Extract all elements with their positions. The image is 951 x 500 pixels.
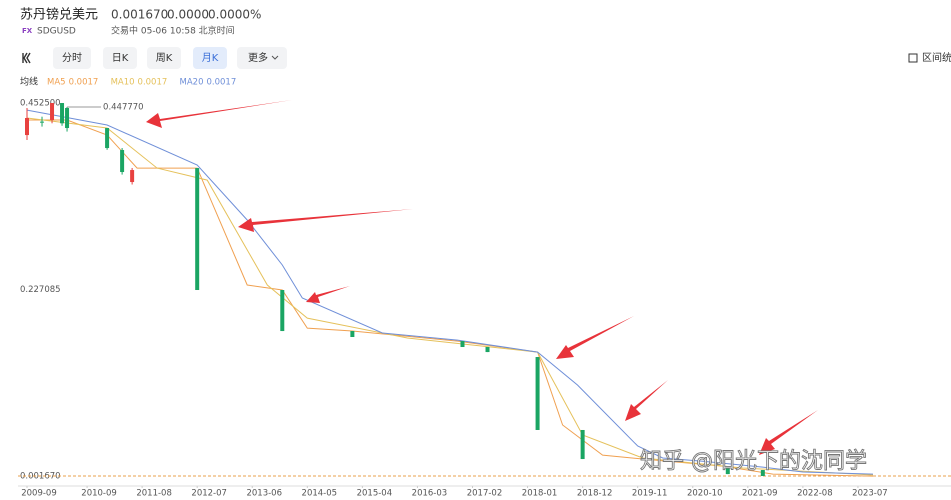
x-tick-label: 2016-03 [412,489,448,499]
button[interactable] [237,47,287,69]
candle-body [535,357,540,430]
candle-body [760,470,765,476]
x-tick-label: 2018-12 [577,489,613,499]
candle-body [25,118,29,136]
candle-body [725,466,730,475]
button-label[interactable]: 月K [202,52,219,64]
arrow [759,410,818,455]
candle-body [65,107,70,129]
legend-name: MA10 [111,78,135,88]
button-label[interactable]: 日K [112,53,129,64]
toolbar: 分时 日K 周K 月K 更多 区间统 [22,47,951,69]
legend-value: 0.0017 [69,78,99,88]
x-tick-label: 2021-09 [742,489,778,499]
candle-body [350,331,355,337]
x-tick-label: 2019-11 [632,489,668,499]
x-tick-label: 2022-08 [797,489,833,499]
ma-legend-title: 均线 [20,76,38,88]
candle-body [40,121,45,123]
y-tick-label: 0.452500 [20,99,61,109]
button[interactable] [53,47,91,69]
x-tick-label: 2013-06 [246,489,282,499]
high-marker-label: 0.447770 [103,102,144,112]
arrow [238,209,413,232]
x-tick-label: 2015-04 [357,489,393,499]
legend-value: 0.0017 [138,78,168,88]
status: 交易中 05-06 10:58 北京时间 [111,25,235,37]
candle-body [105,128,110,149]
y-tick-label: 0.227085 [20,285,61,295]
x-tick-label: 2017-02 [467,489,503,499]
title: 苏丹镑兑美元 [20,7,98,23]
chevron [271,55,279,60]
x-tick-label: 2020-10 [687,489,723,499]
button-label[interactable]: 更多 [248,51,268,64]
legend: MA5 0.0017 MA10 0.0017 MA20 0.0017 [47,78,236,88]
button[interactable] [103,47,137,69]
ma-line [26,117,874,476]
range-icon[interactable] [908,53,918,63]
ma-line [27,119,874,477]
x-tick-label: 2023-07 [852,489,888,499]
candle-body [130,170,135,183]
candle-body [280,290,285,332]
x-tick-label: 2012-07 [191,489,227,499]
candle-body [50,103,55,120]
chart-icon[interactable] [22,52,31,64]
candle-body [120,150,125,173]
change: 0.0000 [167,8,209,22]
x-tick-label: 2014-05 [302,489,338,499]
watermark: 知乎 @阳光下的沈同学 [640,449,867,474]
arrows [146,100,818,455]
candle-body [60,103,65,124]
arrow [625,380,668,421]
arrow [556,316,634,359]
legend-name: MA20 [180,78,204,88]
arrow [146,100,292,128]
x-tick-label: 2010-09 [81,489,117,499]
legend-value: 0.0017 [207,78,237,88]
price: 0.001670 [111,8,168,22]
button-active[interactable] [193,47,227,69]
arrow [306,286,350,303]
candle-body [580,429,585,460]
button-label[interactable]: 分时 [62,52,82,64]
button[interactable] [147,47,181,69]
x-tick-label: 2009-09 [21,489,57,499]
candle-body [485,347,490,353]
legend-name: MA5 [47,78,66,88]
x-tick-label: 2011-08 [136,489,172,499]
ma-line [26,109,874,475]
range-label[interactable]: 区间统 [922,51,951,64]
symbol: SDGUSD [37,27,76,37]
button-label[interactable]: 周K [156,52,173,64]
badge: FX [22,27,33,35]
x-tick-label: 2018-01 [522,489,558,499]
candle-body [195,168,200,291]
change-pct: 0.0000% [208,8,261,22]
candle-body [460,341,465,348]
